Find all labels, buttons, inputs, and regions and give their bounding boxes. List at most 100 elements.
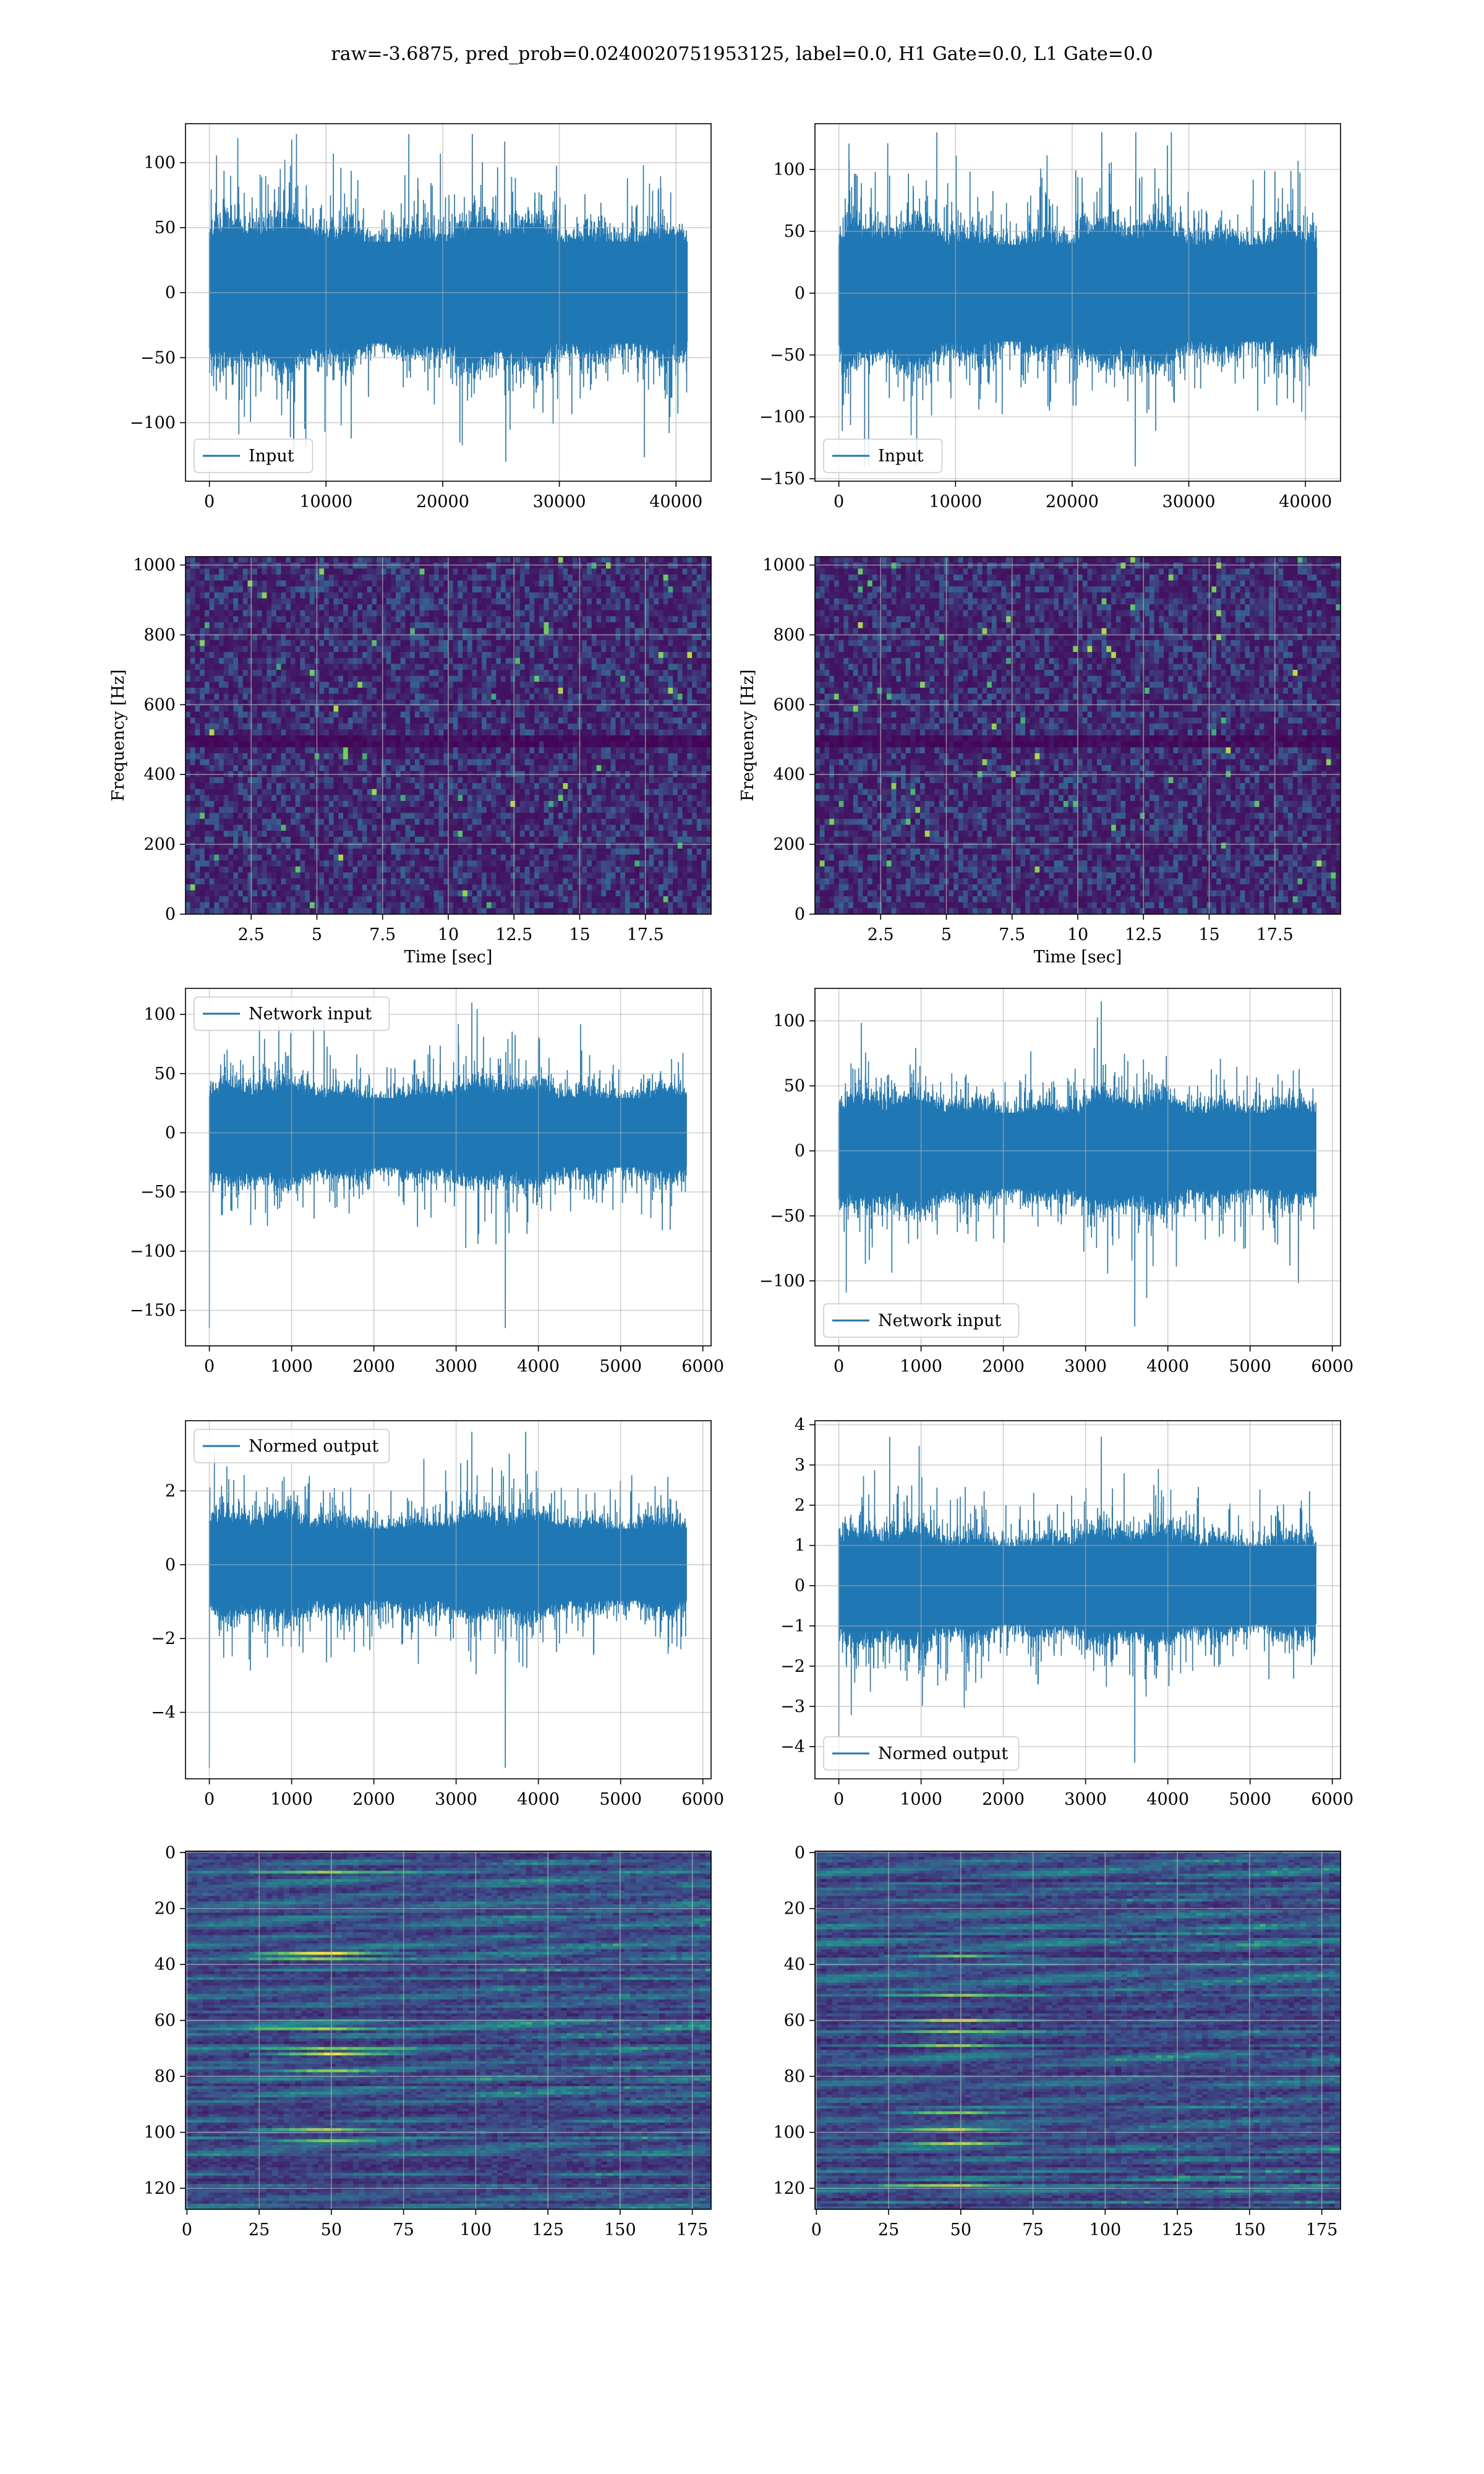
y-tick-label: 1000 [762,556,805,575]
y-tick-label: 60 [784,2011,805,2031]
chart-h1-network-input: 0 1000 2000 3000 4000 5000 6000−150−100−500501… [130,988,724,1376]
y-tick-label: −150 [759,469,805,489]
y-tick-label: 2 [795,1496,805,1515]
x-tick-label: 75 [393,2220,414,2240]
x-tick-label: 50 [950,2220,971,2240]
x-tick-label: 6000 [681,1790,724,1809]
x-tick-label: 15 [569,925,590,944]
y-tick-label: 100 [143,153,176,173]
chart-l1-spectrogram: 2.5 5 7.5 10 12.5 15 17.502004006008001000Time… [738,556,1341,967]
y-tick-label: 100 [143,2123,176,2142]
y-tick-label: −50 [140,348,176,367]
y-tick-label: −50 [140,1183,176,1202]
x-tick-label: 2000 [352,1790,395,1809]
x-axis-label: Time [sec] [404,948,493,967]
x-tick-label: 25 [878,2220,899,2240]
y-tick-label: 100 [773,2123,805,2142]
x-tick-label: 12.5 [495,925,532,944]
y-tick-label: 120 [143,2179,176,2198]
x-tick-label: 10 [438,925,459,944]
heatmap-cells [815,1851,1341,2210]
chart-h1-spectrogram: 2.5 5 7.5 10 12.5 15 17.502004006008001000Time… [109,556,712,967]
y-tick-label: 1000 [133,556,176,575]
x-axis-label: Time [sec] [1034,948,1122,967]
x-tick-label: 0 [204,1357,215,1376]
x-tick-label: 1000 [900,1790,942,1809]
x-tick-label: 75 [1022,2220,1043,2240]
x-tick-label: 100 [1090,2220,1122,2240]
y-tick-label: −3 [780,1697,805,1716]
y-tick-label: 20 [784,1899,805,1919]
y-tick-label: 20 [155,1899,176,1919]
y-tick-label: −100 [130,413,176,432]
y-tick-label: −1 [780,1617,805,1636]
y-tick-label: 0 [795,1142,805,1161]
x-tick-label: 0 [834,1790,844,1809]
y-tick-label: 3 [795,1456,805,1475]
x-tick-label: 6000 [1311,1790,1354,1809]
y-tick-label: −4 [151,1703,176,1723]
y-tick-label: 100 [773,1012,805,1031]
y-tick-label: −2 [151,1629,176,1648]
legend: Normed output [194,1429,390,1463]
x-tick-label: 3000 [1064,1357,1107,1376]
y-tick-label: −2 [780,1657,805,1676]
x-tick-label: 5000 [599,1790,642,1809]
y-tick-label: 40 [784,1955,805,1974]
chart-l1-normed-output: 0 1000 2000 3000 4000 5000 6000−4−3−2−101234No… [780,1416,1354,1809]
x-tick-label: 0 [204,1790,215,1809]
y-tick-label: 120 [773,2179,805,2198]
x-tick-label: 0 [182,2220,192,2240]
y-tick-label: 100 [773,160,805,179]
y-tick-label: 0 [795,905,805,924]
y-tick-label: 600 [773,695,805,714]
x-tick-label: 3000 [435,1790,477,1809]
x-tick-label: 40000 [1279,492,1332,511]
x-tick-label: 175 [1306,2220,1338,2240]
y-tick-label: 80 [155,2067,176,2086]
y-tick-label: 50 [784,1077,805,1096]
x-tick-label: 2.5 [868,925,894,944]
legend-label: Network input [878,1311,1001,1330]
x-tick-label: 2.5 [238,925,265,944]
x-tick-label: 5000 [1229,1357,1271,1376]
x-tick-label: 10000 [299,492,352,511]
y-tick-label: 50 [155,1064,176,1084]
x-tick-label: 6000 [681,1357,724,1376]
x-tick-label: 3000 [435,1357,477,1376]
x-tick-label: 5 [941,925,952,944]
x-tick-label: 125 [532,2220,564,2240]
y-tick-label: 800 [143,625,176,644]
y-tick-label: 200 [143,835,176,854]
y-axis-label: Frequency [Hz] [109,669,128,801]
x-tick-label: 5 [312,925,322,944]
legend-label: Network input [249,1004,372,1024]
x-tick-label: 0 [204,492,215,511]
chart-l1-network-input: 0 1000 2000 3000 4000 5000 6000−100−50050100Ne… [759,988,1354,1376]
x-tick-label: 10 [1067,925,1088,944]
y-tick-label: 0 [165,1843,176,1862]
y-tick-label: 400 [143,765,176,784]
y-tick-label: 400 [773,765,805,784]
x-tick-label: 12.5 [1125,925,1162,944]
x-tick-label: 2000 [982,1357,1025,1376]
y-tick-label: 50 [155,218,176,238]
y-tick-label: 4 [795,1416,805,1435]
y-tick-label: −100 [759,1272,805,1291]
x-tick-label: 4000 [1146,1357,1189,1376]
x-tick-label: 150 [1234,2220,1266,2240]
legend: Input [824,439,942,473]
x-tick-label: 4000 [1146,1790,1189,1809]
y-tick-label: −50 [770,346,805,365]
x-tick-label: 100 [460,2220,492,2240]
x-tick-label: 4000 [517,1790,560,1809]
y-tick-label: 0 [795,1843,805,1862]
y-tick-label: 50 [784,222,805,241]
x-tick-label: 50 [321,2220,342,2240]
